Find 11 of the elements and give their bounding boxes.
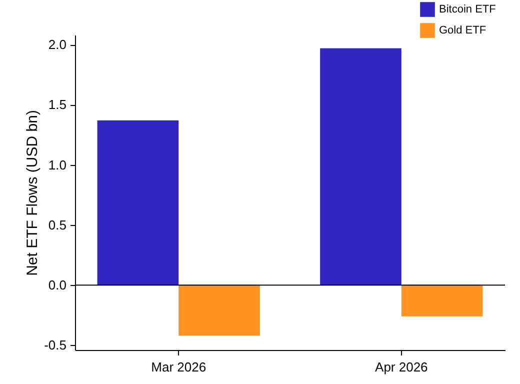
y-tick-label: -0.5: [44, 338, 66, 353]
y-tick-label: 0.0: [48, 278, 66, 293]
legend-label: Bitcoin ETF: [439, 4, 496, 16]
y-axis-title: Net ETF Flows (USD bn): [24, 110, 42, 276]
y-tick-label: 1.0: [48, 157, 66, 172]
y-tick-label: 0.5: [48, 217, 66, 232]
x-tick-label: Mar 2026: [151, 360, 206, 374]
y-tick-label: 1.5: [48, 97, 66, 112]
legend-label: Gold ETF: [439, 24, 486, 36]
x-tick-label: Apr 2026: [375, 360, 428, 374]
y-tick-label: 2.0: [48, 37, 66, 52]
